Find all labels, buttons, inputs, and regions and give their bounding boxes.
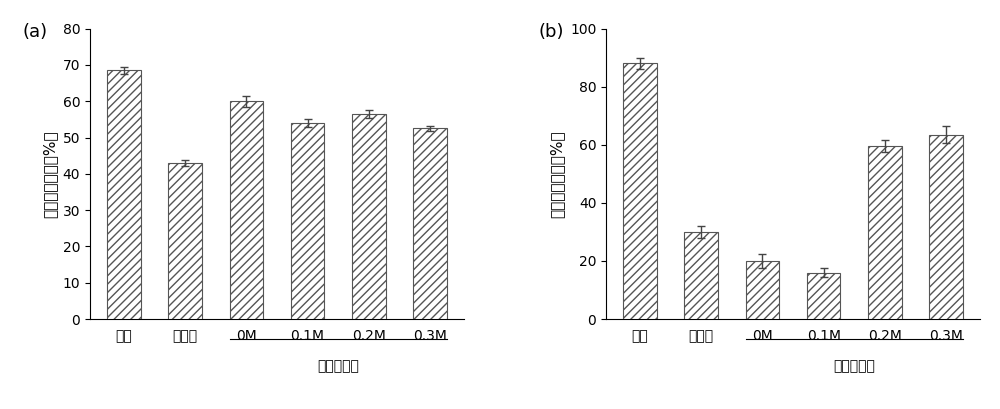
Y-axis label: 胆固醇抑制率（%）: 胆固醇抑制率（%） — [549, 130, 564, 218]
Bar — [230, 101, 263, 319]
Text: (a): (a) — [23, 23, 48, 41]
Bar — [291, 123, 324, 319]
Y-axis label: 胆酸盐结合率（%）: 胆酸盐结合率（%） — [42, 130, 57, 218]
Bar — [623, 63, 657, 319]
Text: (b): (b) — [539, 23, 564, 41]
Bar — [352, 114, 386, 319]
Text: 盐洗茶多糖: 盐洗茶多糖 — [833, 360, 875, 374]
Bar — [807, 272, 840, 319]
Bar — [929, 135, 963, 319]
Text: 盐洗茶多糖: 盐洗茶多糖 — [317, 360, 359, 374]
Bar — [107, 70, 141, 319]
Bar — [413, 128, 447, 319]
Bar — [168, 163, 202, 319]
Bar — [684, 232, 718, 319]
Bar — [746, 261, 779, 319]
Bar — [868, 146, 902, 319]
